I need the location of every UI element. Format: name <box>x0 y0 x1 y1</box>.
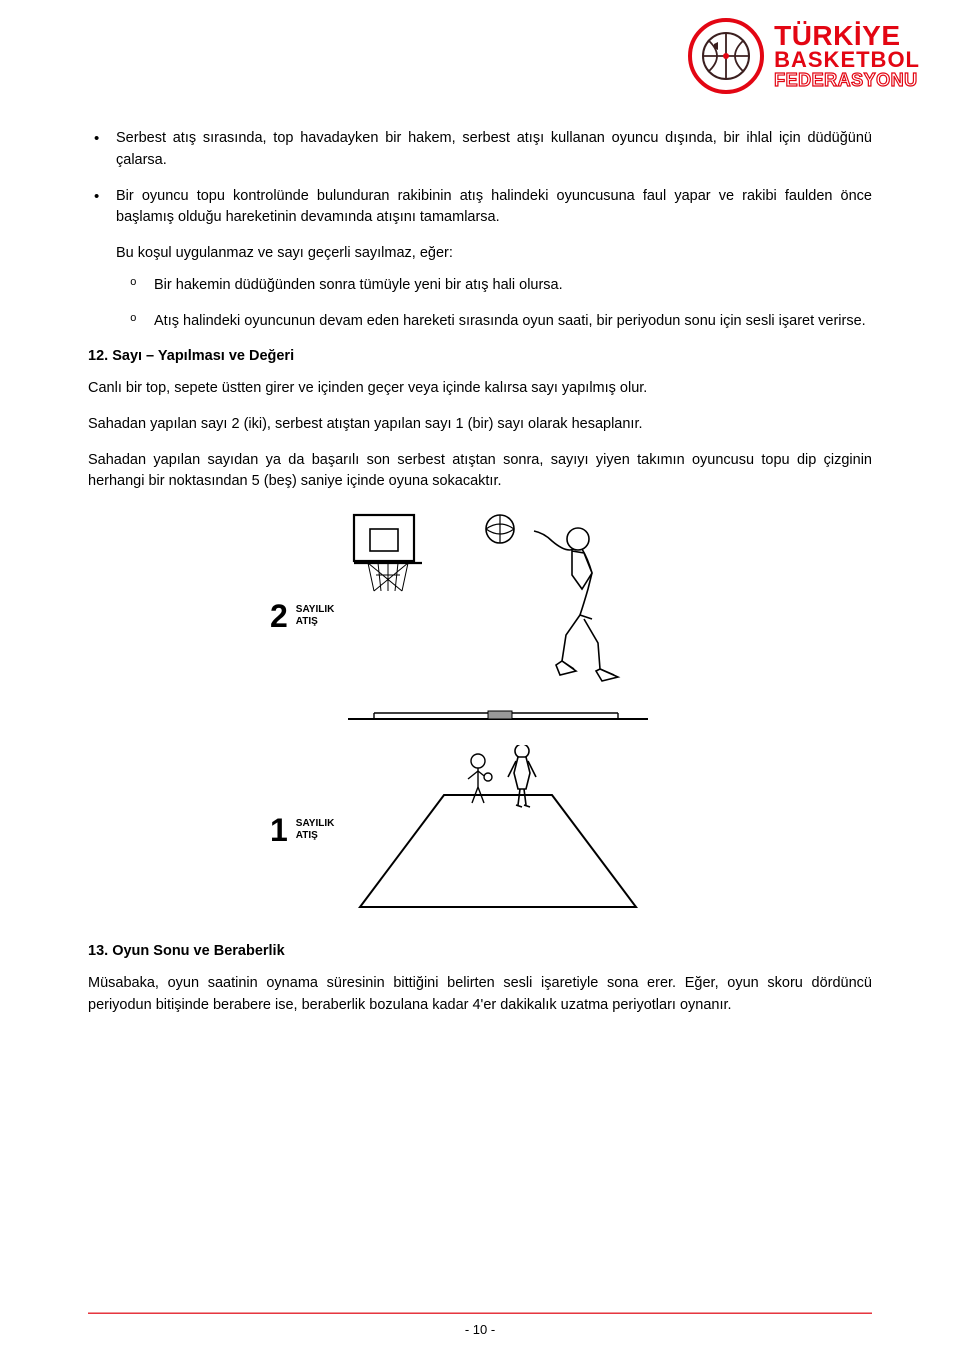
section-12-p1: Canlı bir top, sepete üstten girer ve iç… <box>88 378 872 400</box>
logo-text: TÜRKİYE BASKETBOL FEDERASYONU <box>774 23 920 89</box>
scoring-figure: 2 SAYILIK ATIŞ <box>270 511 690 915</box>
two-point-shot-icon <box>348 511 648 721</box>
page-footer: - 10 - <box>88 1312 872 1340</box>
bullet-list: Serbest atış sırasında, top havadayken b… <box>88 128 872 229</box>
section-name: Sayı – Yapılması ve Değeri <box>112 348 294 364</box>
sub-intro-text: Bu koşul uygulanmaz ve sayı geçerli sayı… <box>116 243 872 265</box>
sub-bullet-item: Atış halindeki oyuncunun devam eden hare… <box>154 311 872 333</box>
header-logo: TÜRKİYE BASKETBOL FEDERASYONU <box>688 18 920 94</box>
figure-label-line: ATIŞ <box>296 830 318 841</box>
figure-label-1: SAYILIK ATIŞ <box>296 818 335 842</box>
figure-num-2: 2 <box>270 592 288 640</box>
figure-label-line: ATIŞ <box>296 616 318 627</box>
bullet-item: Bir oyuncu topu kontrolünde bulunduran r… <box>116 186 872 230</box>
section-13-p1: Müsabaka, oyun saatinin oynama süresinin… <box>88 973 872 1017</box>
figure-num-1: 1 <box>270 806 288 854</box>
figure-row-1pt: 1 SAYILIK ATIŞ <box>270 745 690 915</box>
figure-row-2pt: 2 SAYILIK ATIŞ <box>270 511 690 721</box>
section-12-p2: Sahadan yapılan sayı 2 (iki), serbest at… <box>88 414 872 436</box>
section-num: 13. <box>88 943 108 959</box>
sub-bullet-list: Bir hakemin düdüğünden sonra tümüyle yen… <box>88 275 872 333</box>
document-body: Serbest atış sırasında, top havadayken b… <box>88 128 872 1016</box>
section-13-title: 13. Oyun Sonu ve Beraberlik <box>88 941 872 963</box>
page-number: - 10 - <box>88 1320 872 1340</box>
sub-bullet-item: Bir hakemin düdüğünden sonra tümüyle yen… <box>154 275 872 297</box>
section-12-p3: Sahadan yapılan sayıdan ya da başarılı s… <box>88 450 872 494</box>
section-num: 12. <box>88 348 108 364</box>
section-name: Oyun Sonu ve Beraberlik <box>112 943 284 959</box>
footer-divider <box>88 1312 872 1314</box>
logo-line3: FEDERASYONU <box>774 72 920 89</box>
figure-label-2: SAYILIK ATIŞ <box>296 604 335 628</box>
logo-line2: BASKETBOL <box>774 50 920 71</box>
figure-label-line: SAYILIK <box>296 818 335 829</box>
logo-icon <box>688 18 764 94</box>
logo-line1: TÜRKİYE <box>774 23 920 50</box>
section-12-title: 12. Sayı – Yapılması ve Değeri <box>88 346 872 368</box>
figure-label-line: SAYILIK <box>296 604 335 615</box>
bullet-item: Serbest atış sırasında, top havadayken b… <box>116 128 872 172</box>
one-point-shot-icon <box>348 745 648 915</box>
